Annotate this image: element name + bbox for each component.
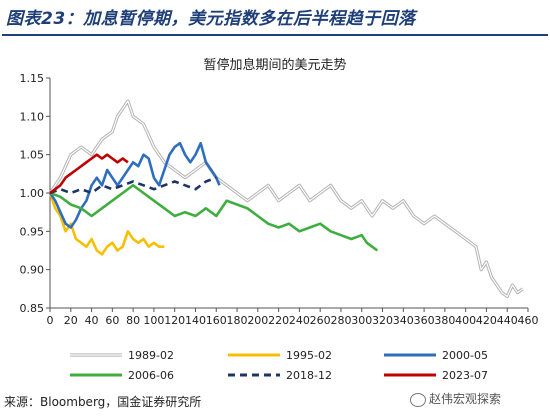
y-tick-label: 1.15 <box>20 72 45 85</box>
wechat-icon <box>410 392 426 407</box>
x-tick-label: 80 <box>126 314 140 327</box>
watermark: 赵伟宏观探索 <box>410 390 501 407</box>
series-line-1989-02 <box>48 99 524 299</box>
x-tick-label: 160 <box>206 314 227 327</box>
x-tick-label: 300 <box>351 314 372 327</box>
legend-label: 1989-02 <box>128 349 174 362</box>
series-line-2018-12 <box>49 176 217 195</box>
series-line-2006-06 <box>49 184 379 252</box>
figure-title: 图表23：加息暂停期，美元指数多在后半程趋于回落 <box>6 9 416 29</box>
x-tick-label: 120 <box>164 314 185 327</box>
y-tick-label: 1.10 <box>20 110 45 123</box>
x-tick-label: 400 <box>455 314 476 327</box>
title-divider <box>2 34 548 36</box>
x-tick-label: 420 <box>476 314 497 327</box>
x-tick-label: 180 <box>227 314 248 327</box>
series-line-2000-05 <box>48 141 221 229</box>
legend-label: 2023-07 <box>442 369 488 382</box>
chart-title: 暂停加息期间的美元走势 <box>203 58 347 73</box>
x-tick-label: 280 <box>330 314 351 327</box>
y-tick-label: 0.95 <box>20 225 45 238</box>
legend-label: 1995-02 <box>286 349 332 362</box>
x-tick-label: 220 <box>268 314 289 327</box>
x-tick-label: 240 <box>289 314 310 327</box>
x-tick-label: 380 <box>434 314 455 327</box>
y-tick-label: 0.90 <box>20 264 45 277</box>
x-tick-label: 20 <box>64 314 78 327</box>
x-tick-label: 0 <box>47 314 54 327</box>
x-tick-label: 260 <box>310 314 331 327</box>
y-tick-label: 0.85 <box>20 302 45 315</box>
x-tick-label: 100 <box>143 314 164 327</box>
x-tick-label: 320 <box>372 314 393 327</box>
x-tick-label: 140 <box>185 314 206 327</box>
series-line-1989-02-inner <box>49 100 524 298</box>
x-tick-label: 40 <box>85 314 99 327</box>
x-tick-label: 440 <box>497 314 518 327</box>
legend-label: 2000-05 <box>442 349 488 362</box>
legend-label: 2006-06 <box>128 369 174 382</box>
x-tick-label: 340 <box>393 314 414 327</box>
series-line-2023-07 <box>49 153 129 195</box>
x-tick-label: 360 <box>414 314 435 327</box>
x-tick-label: 460 <box>518 314 539 327</box>
x-tick-label: 60 <box>105 314 119 327</box>
watermark-label: 赵伟宏观探索 <box>429 392 502 406</box>
y-tick-label: 1.00 <box>20 187 45 200</box>
y-tick-label: 1.05 <box>20 149 45 162</box>
legend-label: 2018-12 <box>286 369 332 382</box>
x-tick-label: 200 <box>247 314 268 327</box>
source-note: 来源：Bloomberg，国金证券研究所 <box>4 395 202 409</box>
